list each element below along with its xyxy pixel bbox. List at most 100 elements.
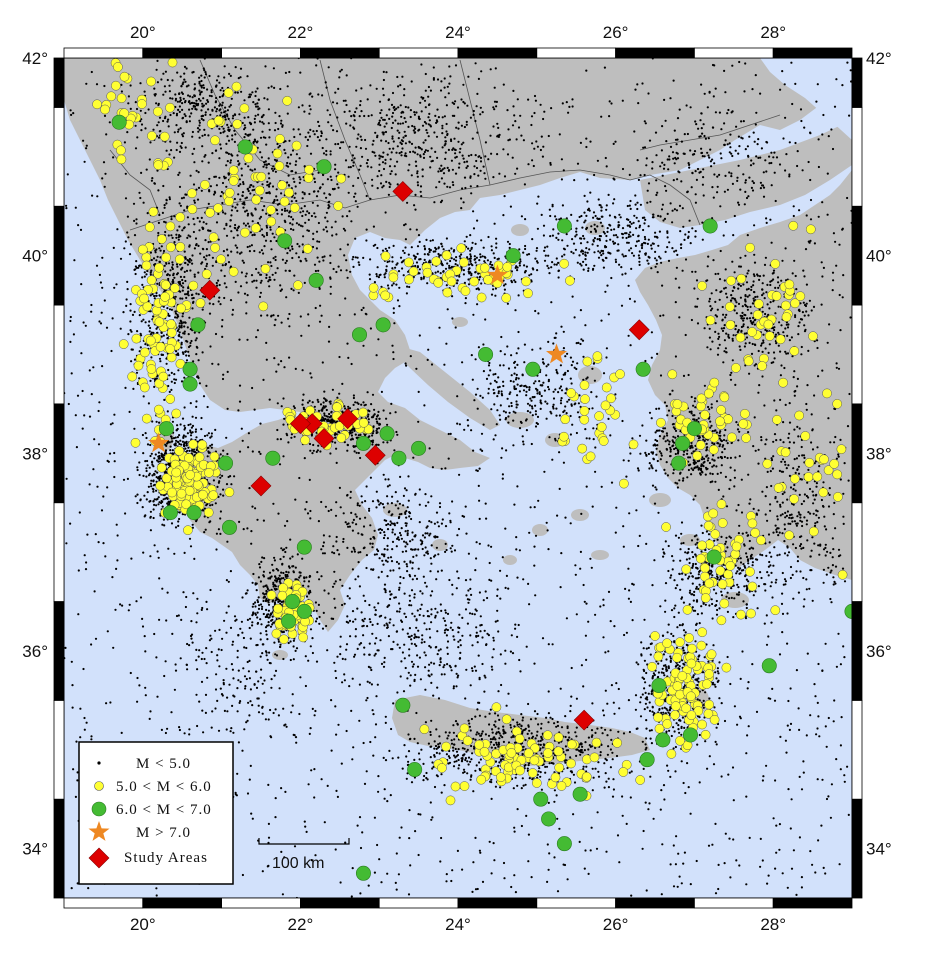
minor-quake-dot bbox=[131, 313, 135, 316]
minor-quake-dot bbox=[686, 449, 689, 452]
minor-quake-dot bbox=[490, 746, 493, 749]
minor-quake-dot bbox=[762, 333, 765, 336]
minor-quake-dot bbox=[493, 736, 496, 739]
minor-quake-dot bbox=[700, 605, 703, 608]
minor-quake-dot bbox=[429, 756, 432, 759]
minor-quake-dot bbox=[189, 269, 192, 272]
minor-quake-dot bbox=[282, 555, 285, 558]
minor-quake-dot bbox=[128, 253, 132, 256]
minor-quake-dot bbox=[152, 257, 156, 260]
minor-quake-dot bbox=[714, 671, 717, 674]
minor-quake-dot bbox=[673, 615, 676, 619]
minor-quake-dot bbox=[663, 468, 666, 471]
minor-quake-dot bbox=[697, 468, 700, 471]
minor-quake-dot bbox=[468, 725, 471, 728]
minor-quake-dot bbox=[187, 446, 190, 449]
minor-quake-dot bbox=[737, 532, 741, 535]
minor-quake-dot bbox=[695, 305, 699, 308]
minor-quake-dot bbox=[191, 301, 195, 304]
minor-quake-dot bbox=[662, 664, 666, 667]
minor-quake-dot bbox=[703, 439, 706, 442]
minor-quake-dot bbox=[316, 398, 319, 401]
minor-quake-dot bbox=[711, 574, 714, 577]
minor-quake-dot bbox=[146, 464, 149, 467]
minor-quake-dot bbox=[660, 454, 663, 457]
minor-quake-dot bbox=[694, 562, 697, 566]
minor-quake-dot bbox=[184, 435, 187, 438]
minor-quake-dot bbox=[149, 251, 152, 254]
minor-quake-dot bbox=[729, 479, 732, 482]
minor-quake-dot bbox=[145, 469, 148, 473]
minor-quake-dot bbox=[455, 760, 458, 763]
minor-quake-dot bbox=[471, 752, 474, 755]
minor-quake-dot bbox=[764, 328, 767, 331]
minor-quake-dot bbox=[219, 493, 222, 496]
minor-quake-dot bbox=[126, 288, 129, 291]
minor-quake-dot bbox=[167, 234, 170, 237]
minor-quake-dot bbox=[497, 745, 500, 748]
minor-quake-dot bbox=[606, 734, 609, 737]
minor-quake-dot bbox=[376, 427, 379, 430]
minor-quake-dot bbox=[475, 764, 478, 767]
minor-quake-dot bbox=[716, 353, 720, 356]
minor-quake-dot bbox=[430, 745, 433, 748]
minor-quake-dot bbox=[729, 466, 732, 469]
minor-quake-dot bbox=[170, 215, 173, 218]
minor-quake-dot bbox=[158, 478, 161, 482]
minor-quake-dot bbox=[319, 450, 322, 453]
minor-quake-dot bbox=[426, 778, 429, 781]
minor-quake-dot bbox=[187, 345, 191, 349]
minor-quake-dot bbox=[702, 438, 705, 441]
minor-quake-dot bbox=[650, 417, 653, 420]
minor-quake-dot bbox=[594, 731, 597, 735]
minor-quake-dot bbox=[644, 451, 647, 454]
minor-quake-dot bbox=[657, 671, 661, 674]
minor-quake-dot bbox=[285, 546, 288, 549]
minor-quake-dot bbox=[141, 506, 144, 509]
minor-quake-dot bbox=[138, 473, 141, 477]
minor-quake-dot bbox=[658, 707, 661, 711]
minor-quake-dot bbox=[495, 242, 498, 245]
minor-quake-dot bbox=[555, 725, 558, 728]
minor-quake-dot bbox=[730, 596, 733, 600]
minor-quake-dot bbox=[203, 434, 207, 438]
minor-quake-dot bbox=[560, 726, 564, 729]
minor-quake-dot bbox=[708, 300, 711, 303]
minor-quake-dot bbox=[643, 687, 646, 690]
minor-quake-dot bbox=[770, 555, 773, 558]
minor-quake-dot bbox=[171, 449, 174, 452]
minor-quake-dot bbox=[692, 674, 695, 677]
minor-quake-dot bbox=[396, 433, 399, 436]
minor-quake-dot bbox=[696, 613, 700, 616]
minor-quake-dot bbox=[664, 440, 667, 443]
minor-quake-dot bbox=[744, 254, 747, 257]
minor-quake-dot bbox=[639, 715, 643, 718]
minor-quake-dot bbox=[157, 496, 160, 499]
minor-quake-dot bbox=[129, 309, 132, 312]
minor-quake-dot bbox=[483, 255, 486, 258]
minor-quake-dot bbox=[717, 679, 720, 682]
minor-quake-dot bbox=[262, 585, 265, 588]
minor-quake-dot bbox=[334, 421, 337, 424]
minor-quake-dot bbox=[591, 767, 594, 770]
minor-quake-dot bbox=[705, 530, 709, 533]
minor-quake-dot bbox=[612, 778, 615, 781]
minor-quake-dot bbox=[255, 589, 258, 592]
minor-quake-dot bbox=[738, 568, 741, 571]
minor-quake-dot bbox=[183, 275, 186, 279]
minor-quake-dot bbox=[377, 443, 380, 446]
minor-quake-dot bbox=[501, 736, 504, 739]
minor-quake-dot bbox=[116, 228, 119, 231]
minor-quake-dot bbox=[757, 448, 760, 451]
minor-quake-dot bbox=[777, 344, 780, 347]
minor-quake-dot bbox=[160, 499, 163, 503]
minor-quake-dot bbox=[694, 406, 697, 409]
minor-quake-dot bbox=[466, 772, 469, 775]
minor-quake-dot bbox=[498, 737, 501, 740]
minor-quake-dot bbox=[641, 693, 644, 696]
minor-quake-dot bbox=[713, 539, 716, 542]
minor-quake-dot bbox=[366, 415, 369, 418]
minor-quake-dot bbox=[182, 286, 185, 289]
minor-quake-dot bbox=[722, 438, 726, 442]
minor-quake-dot bbox=[540, 752, 543, 755]
